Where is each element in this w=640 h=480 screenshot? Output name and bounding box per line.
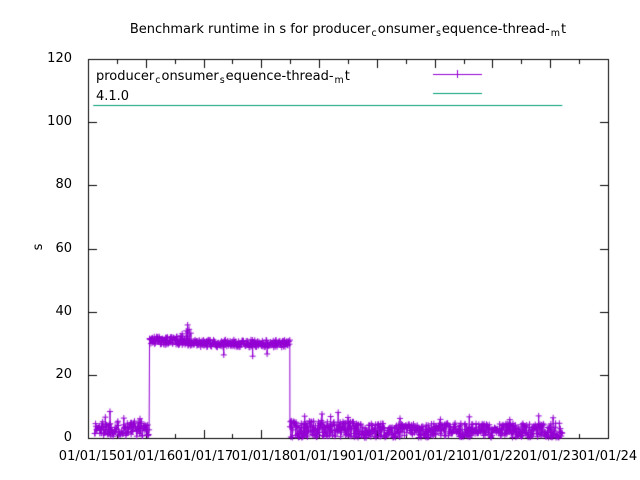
x-tick-label: 01/01/18 (231, 449, 291, 464)
x-tick-label: 01/01/24 (578, 449, 638, 464)
x-tick-label: 01/01/17 (174, 449, 234, 464)
y-tick-label: 60 (55, 241, 72, 256)
text-run: Benchmark runtime in s for producer (129, 22, 371, 37)
text-run: t (561, 22, 567, 37)
legend-entry-4-1-0: 4.1.0 (96, 89, 130, 104)
subscript-text: m (334, 75, 344, 86)
y-tick-label: 100 (47, 114, 72, 129)
x-tick-label: 01/01/19 (289, 449, 349, 464)
x-tick-label: 01/01/15 (58, 449, 118, 464)
text-run: producer (96, 69, 155, 84)
y-tick-label: 20 (55, 367, 72, 382)
subscript-text: c (155, 75, 161, 86)
text-run: t (344, 69, 350, 84)
y-tick-label: 0 (63, 430, 72, 445)
subscript-text: m (550, 28, 561, 39)
text-run: onsumer (377, 22, 435, 37)
y-tick-label: 40 (55, 304, 72, 319)
text-run: equence-thread- (225, 69, 334, 84)
x-tick-label: 01/01/20 (347, 449, 407, 464)
x-tick-label: 01/01/22 (462, 449, 522, 464)
x-tick-label: 01/01/23 (520, 449, 580, 464)
legend-entry-producer-consumer-sequence-thread-mt: producerconsumersequence-thread-mt (96, 68, 350, 89)
text-run: equence-thread- (441, 22, 550, 37)
y-tick-label: 80 (55, 177, 72, 192)
x-tick-label: 01/01/21 (405, 449, 465, 464)
subscript-text: s (435, 28, 441, 39)
subscript-text: c (371, 28, 377, 39)
subscript-text: s (219, 75, 225, 86)
text-run: onsumer (161, 69, 219, 84)
y-tick-label: 120 (47, 51, 72, 66)
x-tick-label: 01/01/16 (116, 449, 176, 464)
chart-title: Benchmark runtime in s for producerconsu… (88, 21, 608, 42)
